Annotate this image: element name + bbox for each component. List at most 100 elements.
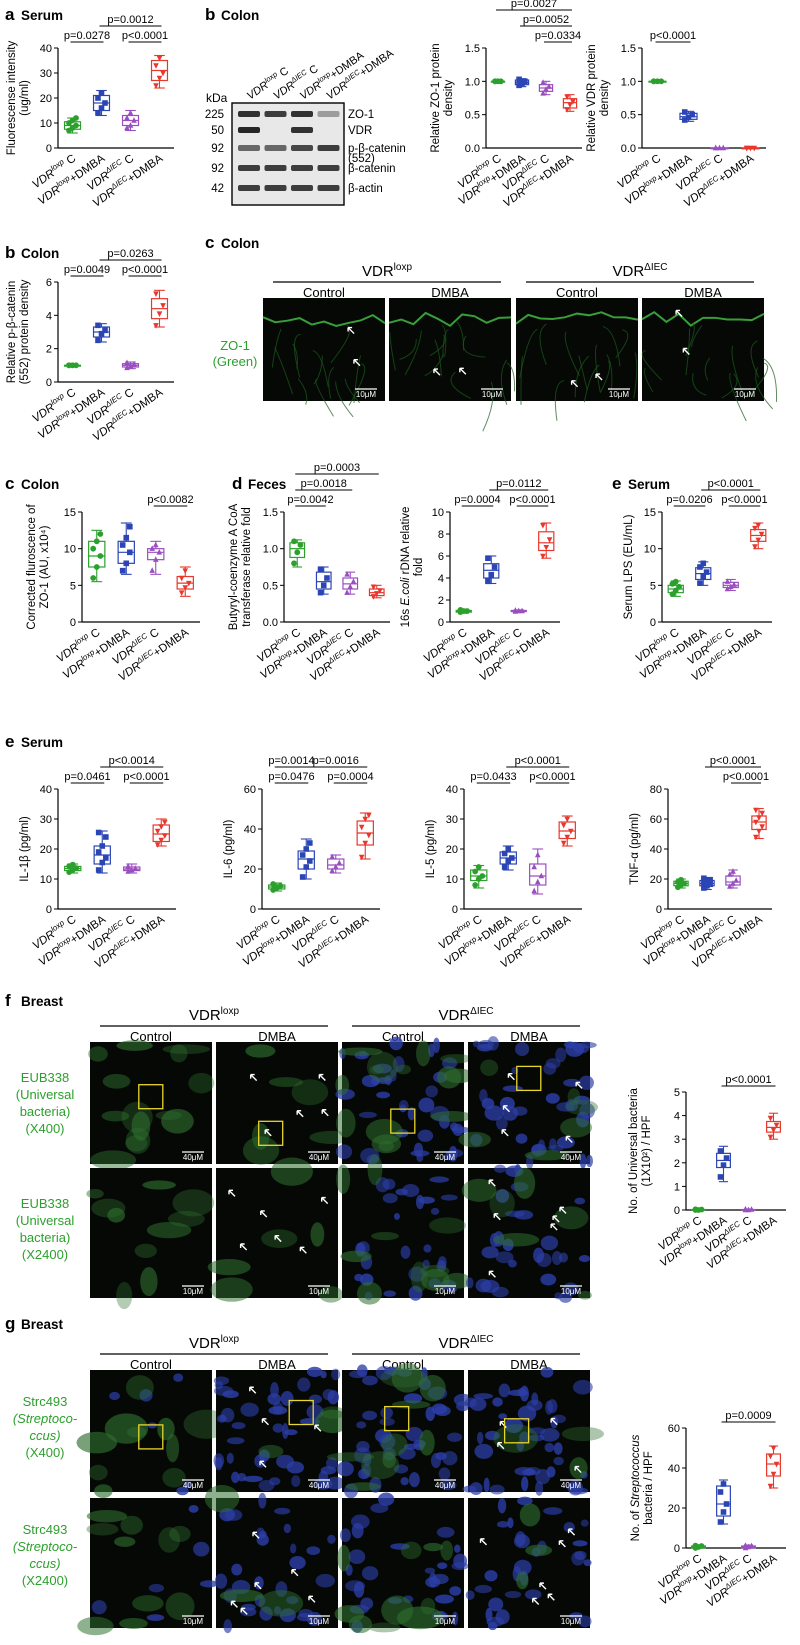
data-point [501, 864, 508, 870]
data-point [153, 291, 159, 298]
tissue-signal [419, 1374, 446, 1402]
y-tick-label: 1.5 [621, 43, 636, 55]
tissue-signal [391, 1363, 423, 1393]
nucleus [492, 1397, 503, 1407]
scale-label: 10μM [561, 1287, 582, 1296]
box-0 [63, 115, 82, 134]
nucleus [504, 1590, 522, 1599]
tissue-signal [423, 1542, 443, 1552]
y-tick-label: 0 [46, 143, 52, 155]
data-point [299, 874, 306, 880]
y-axis-label: IL-1β (pg/ml) [19, 816, 31, 882]
nucleus [521, 1476, 529, 1492]
crypt-outline [434, 339, 442, 377]
universal-bacteria-micrograph: 40μM [216, 1042, 355, 1165]
nucleus [497, 1498, 507, 1514]
nucleus [528, 1427, 546, 1435]
nucleus [573, 1095, 590, 1105]
arrow-icon [595, 373, 603, 381]
tissue-signal [416, 1040, 431, 1067]
crypt-outline [500, 359, 508, 405]
data-point [717, 1489, 724, 1495]
nucleus [513, 1559, 532, 1576]
nucleus [540, 1235, 559, 1251]
tissue-signal [525, 1544, 553, 1557]
tissue-signal [291, 1079, 329, 1106]
nucleus [515, 1042, 530, 1057]
condition-label: Control [130, 1357, 172, 1372]
nucleus [256, 1527, 265, 1539]
crypt-outline [312, 350, 329, 388]
arrow-icon [230, 1600, 238, 1608]
p-value-label: p=0.0112 [496, 478, 541, 490]
panel-letter: a [5, 5, 15, 24]
data-point [93, 538, 100, 545]
data-point [717, 1174, 724, 1180]
data-point [720, 1509, 727, 1515]
crypt-outline [441, 324, 447, 358]
arrow-icon [682, 347, 690, 356]
data-point [303, 864, 310, 870]
micrograph-bg [263, 298, 385, 401]
blot-band [317, 145, 340, 151]
genotype-label: VDRloxp [189, 1006, 239, 1024]
nucleus [555, 1047, 567, 1063]
crypt-outline [747, 362, 769, 398]
data-point [758, 531, 765, 538]
nucleus [540, 1273, 557, 1286]
nucleus [362, 1375, 378, 1386]
row-label: bacteria) [20, 1230, 71, 1245]
data-point [102, 327, 108, 334]
nucleus [274, 1507, 291, 1515]
crypt-outline [762, 357, 778, 402]
box-1 [297, 838, 315, 880]
tissue-signal [86, 1522, 119, 1536]
chart-b-zo1: 0.0 0.5 1.0 1.5 Relative ZO-1 protein density… [430, 0, 582, 210]
kda-marker: 92 [211, 143, 224, 155]
box-0 [691, 1206, 706, 1213]
nucleus [565, 1482, 581, 1491]
blot-band [291, 145, 313, 151]
nucleus [400, 1245, 411, 1259]
crypt-outline [482, 381, 494, 432]
tissue-signal [258, 1444, 284, 1459]
nucleus [283, 1523, 292, 1534]
crypt-outline [315, 378, 334, 417]
tissue-signal [170, 1044, 188, 1063]
arrow-icon [675, 309, 683, 317]
tissue-signal [268, 1077, 304, 1087]
tissue-signal [567, 1088, 581, 1105]
tissue-signal [320, 1406, 346, 1419]
data-point [730, 880, 736, 886]
box-3 [368, 584, 385, 600]
blot-band [291, 165, 313, 171]
universal-bacteria-micrograph: 10μM [336, 1154, 472, 1305]
nucleus [504, 1210, 525, 1218]
nucleus [533, 1247, 544, 1263]
crypt-outline [633, 352, 638, 399]
tissue-signal [458, 1131, 491, 1148]
data-point [752, 525, 758, 532]
crypt-outline [721, 373, 738, 399]
box [529, 863, 547, 886]
nucleus [486, 1616, 505, 1627]
nucleus [351, 1522, 364, 1539]
p-value-label: p=0.0476 [268, 771, 314, 783]
data-point [475, 864, 482, 870]
y-tick-label: 0 [438, 617, 444, 629]
panel-title: Breast [21, 994, 64, 1009]
box-1 [93, 829, 111, 874]
universal-bacteria-micrograph: 40μM [88, 1040, 215, 1170]
data-point [182, 568, 189, 575]
y-tick-label: 15 [644, 507, 656, 519]
y-axis-label: ZO-1 (AU, x10⁴) [39, 525, 51, 608]
zoom-box [288, 1399, 314, 1426]
row-label: EUB338 [21, 1196, 69, 1211]
nucleus [410, 1150, 430, 1157]
condition-label: Control [303, 285, 345, 300]
y-axis-label: Serum LPS (EU/mL) [623, 514, 635, 619]
nucleus [408, 1266, 426, 1282]
nucleus [451, 1561, 469, 1571]
scale-label: 10μM [309, 1617, 330, 1626]
